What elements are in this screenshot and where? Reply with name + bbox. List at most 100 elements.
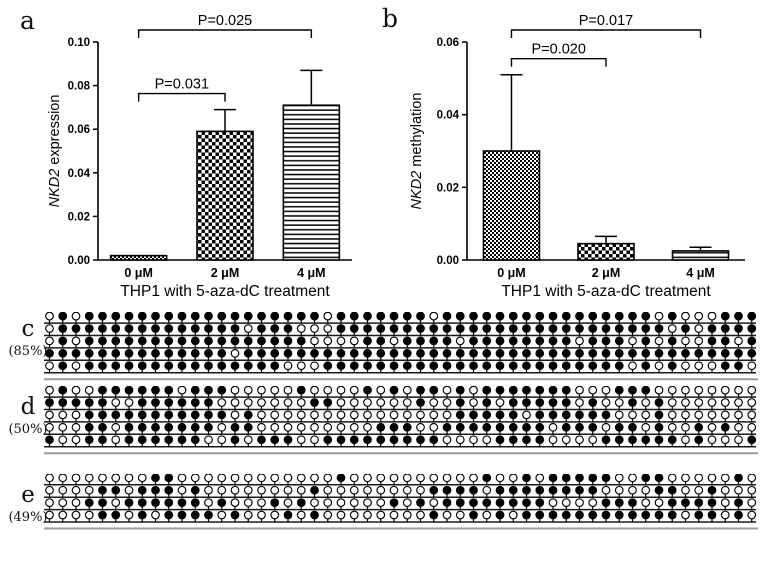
cpg-unmethylated-circle bbox=[681, 474, 690, 483]
cpg-methylated-circle bbox=[164, 312, 174, 321]
meth-row-d4 bbox=[44, 422, 757, 436]
cpg-methylated-circle bbox=[442, 485, 452, 495]
cpg-unmethylated-circle bbox=[654, 386, 664, 395]
meth-row-c4 bbox=[44, 348, 757, 362]
cpg-methylated-circle bbox=[535, 386, 545, 395]
cpg-methylated-circle bbox=[442, 336, 452, 346]
cpg-unmethylated-circle bbox=[376, 474, 386, 483]
cpg-methylated-circle bbox=[522, 324, 531, 333]
cpg-methylated-circle bbox=[747, 336, 757, 346]
cpg-unmethylated-circle bbox=[58, 422, 68, 432]
cpg-methylated-circle bbox=[151, 485, 160, 495]
cpg-methylated-circle bbox=[720, 361, 730, 371]
cpg-unmethylated-circle bbox=[548, 435, 558, 445]
cpg-methylated-circle bbox=[124, 324, 134, 333]
cpg-methylated-circle bbox=[416, 336, 425, 346]
cpg-unmethylated-circle bbox=[84, 510, 94, 520]
cpg-unmethylated-circle bbox=[442, 435, 452, 445]
cpg-unmethylated-circle bbox=[111, 398, 121, 407]
significance-bracket bbox=[137, 29, 313, 38]
cpg-methylated-circle bbox=[548, 386, 558, 395]
cpg-unmethylated-circle bbox=[720, 498, 730, 507]
cpg-methylated-circle bbox=[217, 498, 227, 507]
cpg-methylated-circle bbox=[508, 435, 518, 445]
cpg-methylated-circle bbox=[720, 348, 730, 358]
cpg-unmethylated-circle bbox=[429, 474, 439, 483]
cpg-methylated-circle bbox=[151, 498, 160, 507]
cpg-methylated-circle bbox=[442, 361, 452, 371]
cpg-methylated-circle bbox=[614, 510, 624, 520]
cpg-methylated-circle bbox=[469, 324, 478, 333]
cpg-methylated-circle bbox=[667, 336, 677, 346]
cpg-unmethylated-circle bbox=[71, 386, 81, 395]
cpg-methylated-circle bbox=[58, 324, 68, 333]
cpg-unmethylated-circle bbox=[747, 485, 757, 495]
cpg-methylated-circle bbox=[402, 336, 412, 346]
cpg-methylated-circle bbox=[588, 510, 598, 520]
cpg-unmethylated-circle bbox=[71, 435, 81, 445]
cpg-unmethylated-circle bbox=[402, 398, 412, 407]
cpg-methylated-circle bbox=[376, 348, 386, 358]
cpg-unmethylated-circle bbox=[508, 510, 518, 520]
cpg-unmethylated-circle bbox=[402, 386, 412, 395]
cpg-unmethylated-circle bbox=[71, 422, 81, 432]
cpg-methylated-circle bbox=[296, 386, 306, 395]
cpg-methylated-circle bbox=[654, 324, 664, 333]
cpg-methylated-circle bbox=[601, 435, 611, 445]
methylation-lollipop-panel-c bbox=[44, 312, 758, 381]
cpg-unmethylated-circle bbox=[270, 474, 280, 483]
cpg-methylated-circle bbox=[707, 348, 717, 358]
cpg-methylated-circle bbox=[45, 398, 54, 407]
cpg-methylated-circle bbox=[561, 361, 571, 371]
cpg-unmethylated-circle bbox=[45, 324, 54, 333]
cpg-methylated-circle bbox=[137, 435, 147, 445]
cpg-unmethylated-circle bbox=[389, 510, 399, 520]
cpg-methylated-circle bbox=[257, 348, 266, 358]
cpg-methylated-circle bbox=[190, 336, 200, 346]
cpg-unmethylated-circle bbox=[469, 398, 478, 407]
cpg-unmethylated-circle bbox=[230, 410, 240, 420]
cpg-unmethylated-circle bbox=[243, 386, 253, 395]
cpg-unmethylated-circle bbox=[694, 398, 704, 407]
meth-row-e4 bbox=[44, 510, 757, 523]
cpg-unmethylated-circle bbox=[469, 386, 478, 395]
cpg-methylated-circle bbox=[628, 435, 637, 445]
cpg-unmethylated-circle bbox=[217, 510, 227, 520]
cpg-methylated-circle bbox=[548, 510, 558, 520]
cpg-unmethylated-circle bbox=[323, 485, 333, 495]
cpg-unmethylated-circle bbox=[402, 410, 412, 420]
cpg-methylated-circle bbox=[614, 361, 624, 371]
cpg-unmethylated-circle bbox=[71, 361, 81, 371]
cpg-unmethylated-circle bbox=[124, 485, 134, 495]
cpg-unmethylated-circle bbox=[720, 410, 730, 420]
cpg-unmethylated-circle bbox=[628, 361, 637, 371]
cpg-unmethylated-circle bbox=[71, 336, 81, 346]
cpg-methylated-circle bbox=[469, 348, 478, 358]
cpg-unmethylated-circle bbox=[575, 386, 584, 395]
cpg-methylated-circle bbox=[389, 422, 399, 432]
cpg-methylated-circle bbox=[164, 474, 174, 483]
cpg-methylated-circle bbox=[363, 361, 372, 371]
cpg-unmethylated-circle bbox=[45, 336, 54, 346]
cpg-methylated-circle bbox=[164, 435, 174, 445]
p-value-label: P=0.020 bbox=[532, 42, 586, 58]
cpg-unmethylated-circle bbox=[363, 398, 372, 407]
cpg-methylated-circle bbox=[349, 435, 359, 445]
cpg-unmethylated-circle bbox=[641, 398, 651, 407]
cpg-unmethylated-circle bbox=[230, 398, 240, 407]
cpg-unmethylated-circle bbox=[257, 510, 266, 520]
cpg-methylated-circle bbox=[522, 498, 531, 507]
meth-row-e3 bbox=[44, 498, 757, 511]
cpg-unmethylated-circle bbox=[747, 510, 757, 520]
cpg-unmethylated-circle bbox=[111, 435, 121, 445]
cpg-methylated-circle bbox=[137, 348, 147, 358]
cpg-unmethylated-circle bbox=[230, 498, 240, 507]
cpg-methylated-circle bbox=[98, 312, 107, 321]
cpg-methylated-circle bbox=[389, 324, 399, 333]
cpg-unmethylated-circle bbox=[402, 510, 412, 520]
cpg-methylated-circle bbox=[707, 336, 717, 346]
cpg-methylated-circle bbox=[482, 474, 492, 483]
bar-0 μM bbox=[482, 150, 541, 261]
cpg-unmethylated-circle bbox=[58, 474, 68, 483]
cpg-unmethylated-circle bbox=[495, 474, 505, 483]
